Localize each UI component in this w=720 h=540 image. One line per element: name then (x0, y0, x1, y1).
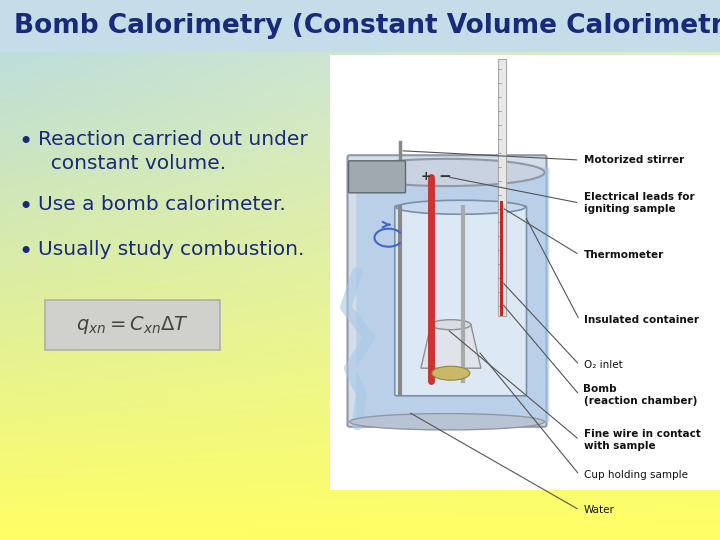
Text: Reaction carried out under
  constant volume.: Reaction carried out under constant volu… (38, 130, 307, 173)
Bar (0, 0, 720, 52)
Bar (330, 55, 720, 490)
Text: Bomb Calorimetry (Constant Volume Calorimetry): Bomb Calorimetry (Constant Volume Calori… (14, 13, 720, 39)
FancyBboxPatch shape (348, 161, 405, 193)
Ellipse shape (431, 320, 471, 330)
FancyBboxPatch shape (348, 155, 546, 427)
Text: Use a bomb calorimeter.: Use a bomb calorimeter. (38, 195, 286, 214)
Text: Usually study combustion.: Usually study combustion. (38, 240, 305, 259)
Polygon shape (421, 325, 481, 368)
FancyBboxPatch shape (356, 167, 549, 422)
Text: Electrical leads for
igniting sample: Electrical leads for igniting sample (583, 192, 694, 214)
Bar (45, 300, 220, 350)
Ellipse shape (349, 414, 544, 430)
Text: Cup holding sample: Cup holding sample (583, 470, 688, 480)
Text: Bomb
(reaction chamber): Bomb (reaction chamber) (583, 384, 697, 406)
Text: •: • (18, 130, 32, 154)
Text: •: • (18, 240, 32, 264)
Bar (500, 200, 503, 316)
Ellipse shape (432, 366, 470, 380)
Text: •: • (18, 195, 32, 219)
Bar (498, 59, 505, 316)
Text: O₂ inlet: O₂ inlet (583, 360, 622, 370)
Text: +: + (420, 170, 431, 183)
Text: Thermometer: Thermometer (583, 250, 664, 260)
Text: −: − (438, 170, 451, 184)
Ellipse shape (396, 200, 525, 214)
Text: Insulated container: Insulated container (583, 315, 698, 325)
Ellipse shape (349, 159, 544, 186)
FancyBboxPatch shape (395, 206, 526, 396)
Text: Fine wire in contact
with sample: Fine wire in contact with sample (583, 429, 701, 451)
Text: Water: Water (583, 505, 614, 515)
Text: $\mathit{q}_{xn}=\mathit{C}_{xn}\mathit{\Delta T}$: $\mathit{q}_{xn}=\mathit{C}_{xn}\mathit{… (76, 314, 189, 336)
Text: Motorized stirrer: Motorized stirrer (583, 155, 684, 165)
